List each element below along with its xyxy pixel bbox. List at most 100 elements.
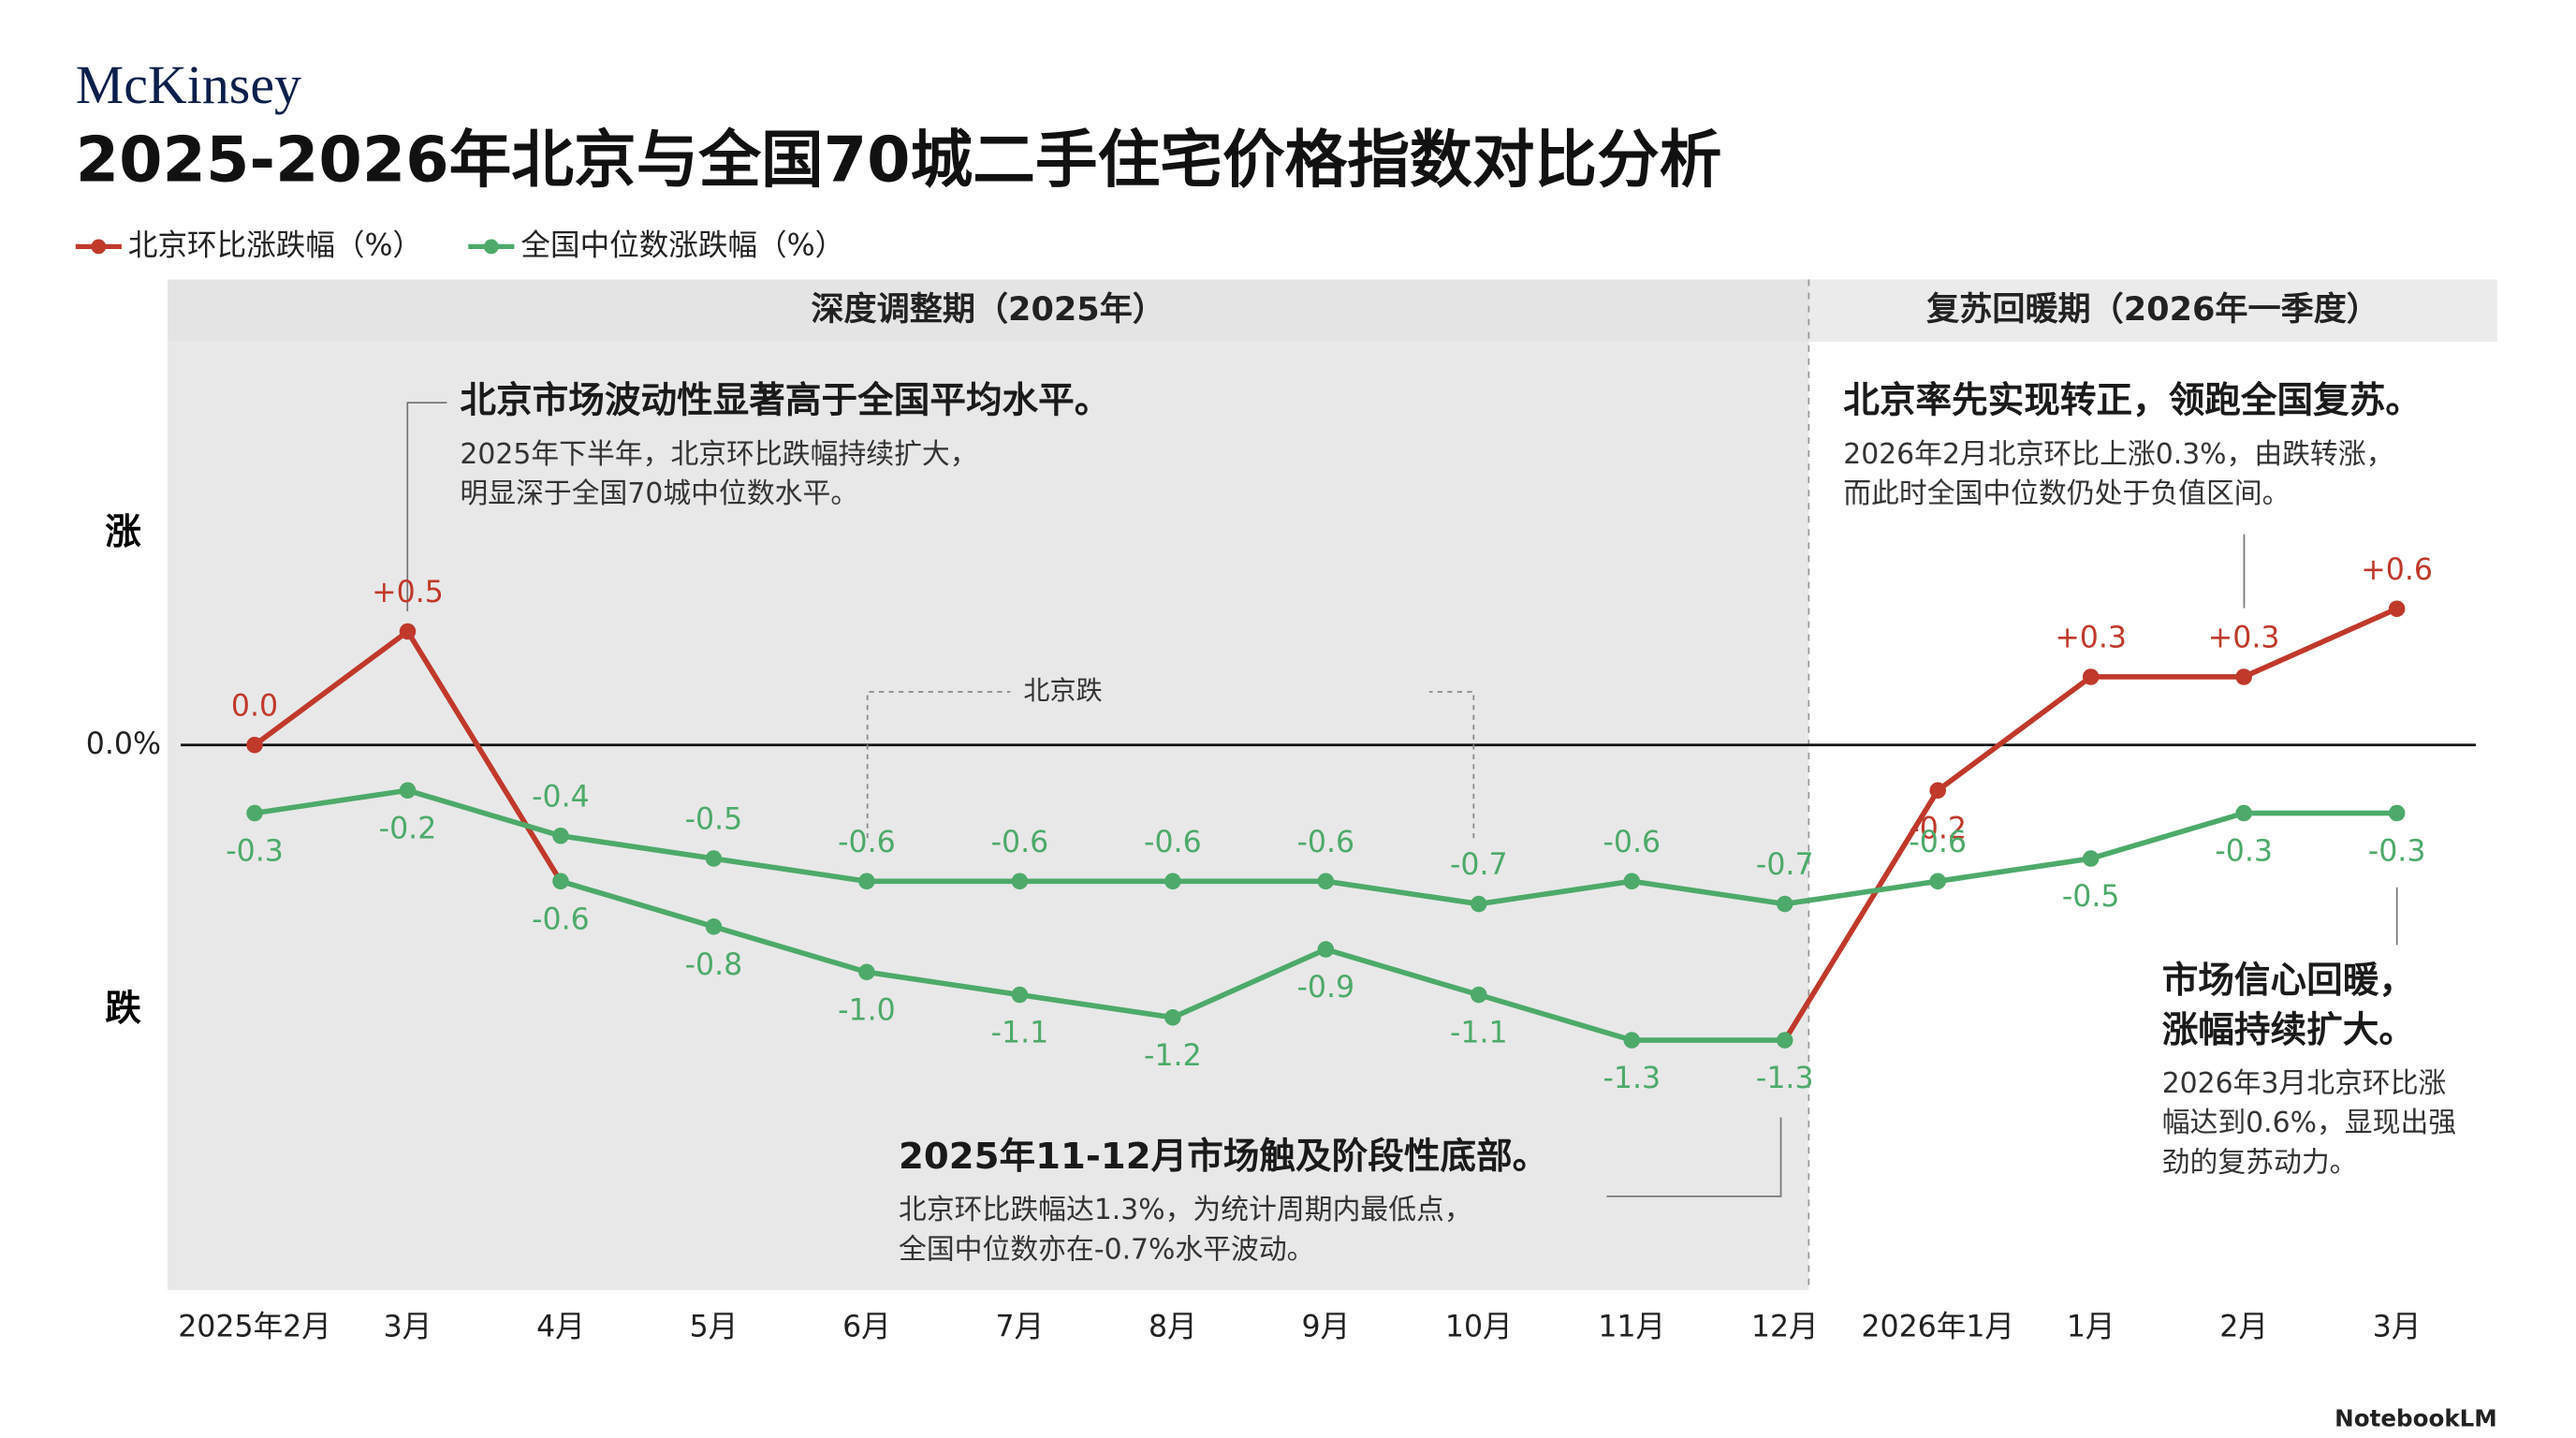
data-label: -0.3 bbox=[2368, 835, 2426, 869]
data-point bbox=[705, 918, 723, 935]
annotation-text: 2026年3月北京环比涨 bbox=[2162, 1067, 2447, 1100]
line-segment bbox=[252, 628, 411, 748]
data-label: -1.2 bbox=[1144, 1039, 1202, 1073]
data-point bbox=[552, 828, 569, 844]
data-label: 0.0 bbox=[231, 689, 278, 723]
annotation-text: 北京环比跌幅达1.3%，为统计周期内最低点， bbox=[899, 1194, 1472, 1226]
annotation-text: 全国中位数亦在-0.7%水平波动。 bbox=[899, 1233, 1314, 1266]
data-point bbox=[2388, 804, 2406, 822]
x-tick-label: 10月 bbox=[1445, 1310, 1513, 1343]
legend-label: 全国中位数涨跌幅（%） bbox=[520, 228, 844, 262]
x-tick-label: 11月 bbox=[1598, 1310, 1665, 1343]
data-label: -1.0 bbox=[838, 993, 896, 1027]
data-point bbox=[1471, 986, 1487, 1004]
annotation-title: 市场信心回暖， bbox=[2162, 960, 2415, 1002]
x-tick-label: 3月 bbox=[384, 1310, 432, 1343]
data-label: -0.5 bbox=[685, 803, 743, 837]
legend-dot bbox=[483, 239, 499, 255]
watermark: NotebookLM bbox=[2334, 1405, 2497, 1432]
data-label: -0.6 bbox=[838, 826, 896, 859]
data-point bbox=[1164, 1009, 1181, 1026]
data-label: -1.3 bbox=[1603, 1062, 1661, 1095]
x-tick-label: 2026年1月 bbox=[1861, 1310, 2014, 1343]
annotation-text: 2026年2月北京环比上涨0.3%，由跌转涨， bbox=[1843, 438, 2393, 471]
data-label: -1.3 bbox=[1756, 1062, 1814, 1095]
data-point bbox=[1929, 873, 1946, 890]
data-point bbox=[1317, 873, 1335, 890]
data-label: -0.6 bbox=[991, 826, 1049, 859]
data-point bbox=[1776, 895, 1793, 913]
x-tick-label: 9月 bbox=[1301, 1310, 1350, 1343]
connector bbox=[866, 691, 1011, 839]
data-point bbox=[246, 804, 263, 822]
annotation-title: 涨幅持续扩大。 bbox=[2162, 1009, 2415, 1051]
line-segment bbox=[2241, 606, 2400, 680]
period-label: 复苏回暖期（2026年一季度） bbox=[1926, 290, 2379, 329]
x-tick-label: 6月 bbox=[842, 1310, 891, 1343]
data-point bbox=[705, 850, 723, 867]
annotation-text: 幅达到0.6%，显现出强 bbox=[2162, 1107, 2456, 1139]
data-point bbox=[2082, 850, 2100, 867]
period-header bbox=[168, 279, 1809, 343]
line-segment bbox=[1017, 991, 1176, 1020]
data-label: -0.6 bbox=[1909, 826, 1967, 859]
x-tick-label: 1月 bbox=[2067, 1310, 2115, 1343]
line-segment bbox=[1935, 674, 2094, 794]
data-label: +0.3 bbox=[2208, 622, 2280, 655]
connector bbox=[406, 402, 447, 612]
annotation-title: 北京跌 bbox=[1023, 675, 1102, 706]
data-label: -0.3 bbox=[226, 835, 284, 869]
data-point bbox=[1929, 782, 1946, 800]
data-label: -0.6 bbox=[1297, 826, 1355, 859]
data-label: -0.6 bbox=[532, 902, 590, 936]
line-segment bbox=[710, 923, 870, 976]
data-label: -1.1 bbox=[991, 1017, 1049, 1050]
legend-dot bbox=[91, 239, 107, 255]
data-label: -1.1 bbox=[1450, 1017, 1508, 1050]
line-segment bbox=[1323, 946, 1482, 998]
x-tick-label: 12月 bbox=[1751, 1310, 1819, 1343]
data-point bbox=[399, 782, 417, 800]
brand: McKinsey bbox=[76, 54, 301, 115]
annotation-title: 北京市场波动性显著高于全国平均水平。 bbox=[460, 380, 1110, 422]
data-label: -0.3 bbox=[2215, 835, 2273, 869]
period-body bbox=[168, 342, 1809, 1290]
x-tick-label: 5月 bbox=[690, 1310, 739, 1343]
y-down-label: 跌 bbox=[105, 988, 141, 1030]
legend-label: 北京环比涨跌幅（%） bbox=[128, 228, 422, 262]
data-label: -0.5 bbox=[2062, 880, 2120, 914]
x-tick-label: 3月 bbox=[2373, 1310, 2422, 1343]
annotation-title: 北京率先实现转正，领跑全国复苏。 bbox=[1843, 380, 2422, 422]
annotation-text: 2025年下半年，北京环比跌幅持续扩大， bbox=[460, 438, 977, 471]
data-point bbox=[1011, 873, 1029, 890]
data-point bbox=[552, 873, 569, 890]
data-label: -0.7 bbox=[1450, 848, 1508, 882]
data-point bbox=[2388, 600, 2406, 617]
data-point bbox=[2235, 668, 2252, 685]
x-tick-label: 4月 bbox=[536, 1310, 585, 1343]
data-point bbox=[1623, 1032, 1641, 1049]
data-label: +0.3 bbox=[2055, 622, 2127, 655]
data-label: +0.6 bbox=[2361, 553, 2433, 587]
annotation-text: 明显深于全国70城中位数水平。 bbox=[460, 477, 858, 510]
data-point bbox=[858, 873, 875, 890]
data-label: -0.6 bbox=[1603, 826, 1661, 859]
period-label: 深度调整期（2025年） bbox=[811, 290, 1164, 329]
line-segment bbox=[864, 969, 1023, 998]
line-segment bbox=[1170, 946, 1329, 1020]
data-point bbox=[1317, 941, 1335, 958]
data-label: -0.6 bbox=[1144, 826, 1202, 859]
data-label: +0.5 bbox=[372, 576, 444, 609]
data-point bbox=[399, 623, 417, 640]
data-point bbox=[1471, 895, 1487, 913]
chart-title: 2025-2026年北京与全国70城二手住宅价格指数对比分析 bbox=[76, 124, 1722, 197]
data-point bbox=[1623, 873, 1641, 890]
line-segment bbox=[1475, 991, 1635, 1043]
data-point bbox=[2235, 804, 2252, 822]
data-label: -0.4 bbox=[532, 780, 590, 814]
annotation-title: 2025年11-12月市场触及阶段性底部。 bbox=[899, 1136, 1548, 1178]
data-point bbox=[246, 736, 263, 754]
data-label: -0.7 bbox=[1756, 848, 1814, 882]
